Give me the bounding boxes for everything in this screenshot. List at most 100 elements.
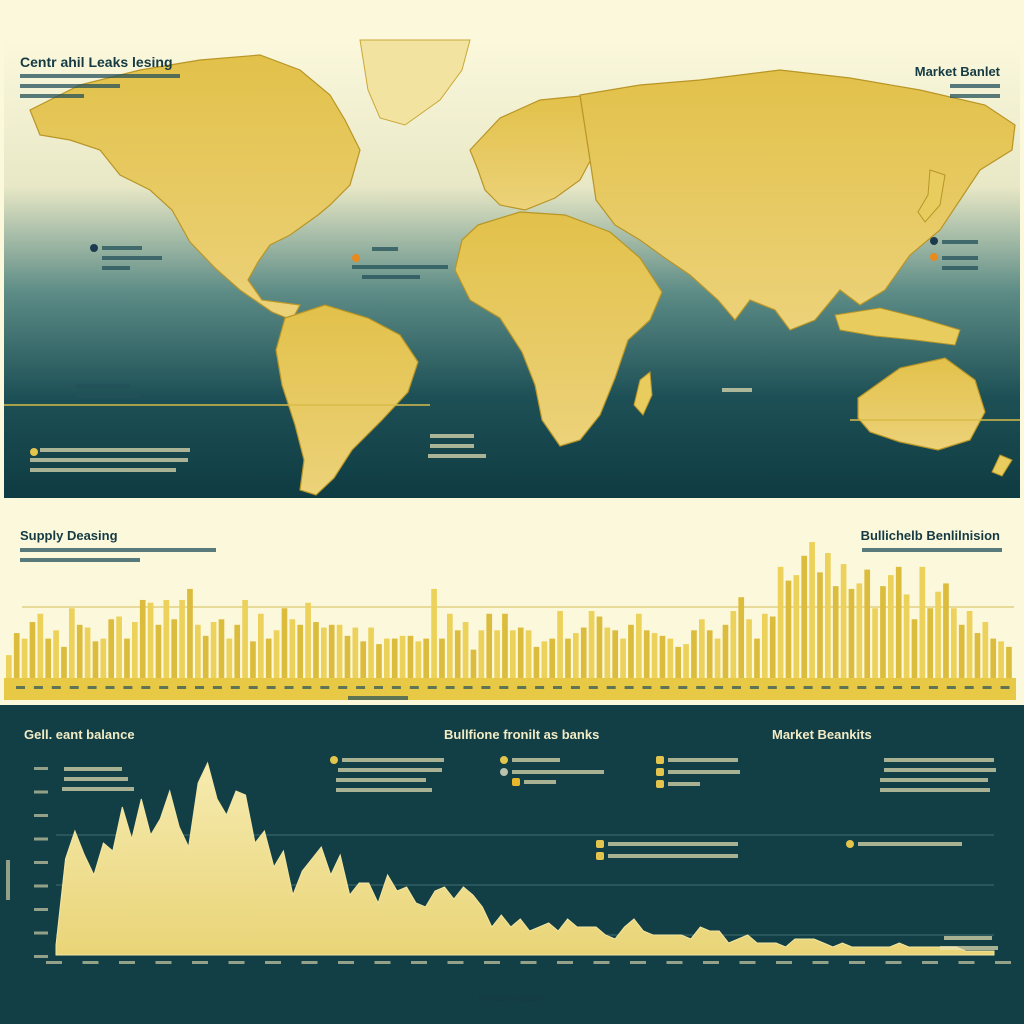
- supply-bar: [510, 630, 516, 680]
- map-marker-label: [102, 256, 162, 260]
- supply-bar: [588, 611, 595, 680]
- bar-tick-label: [141, 686, 151, 689]
- bar-tick-label: [123, 686, 133, 689]
- map-caption-line: [20, 94, 84, 98]
- europe: [469, 95, 601, 211]
- supply-bar: [730, 611, 737, 680]
- supply-bar: [628, 624, 634, 680]
- area-x-tick-label: [630, 961, 646, 964]
- bar-tick-label: [785, 686, 795, 689]
- supply-bar: [769, 616, 776, 680]
- map-marker-label: [362, 275, 420, 279]
- area-annotation-line: [884, 758, 994, 762]
- supply-bar: [344, 635, 351, 680]
- area-y-axis-label: [6, 860, 10, 900]
- legend-dot: [330, 756, 338, 764]
- map-legend-line: [30, 458, 188, 462]
- bar-tick-label: [946, 686, 956, 689]
- supply-bar: [746, 619, 752, 680]
- bar-tick-label: [1000, 686, 1010, 689]
- bar-tick-label: [105, 686, 115, 689]
- bar-tick-label: [356, 686, 366, 689]
- supply-bar: [76, 624, 83, 680]
- supply-bar: [911, 619, 918, 680]
- supply-bar: [817, 572, 823, 680]
- bar-tick-label: [499, 686, 509, 689]
- area-x-tick-label: [484, 961, 500, 964]
- supply-bar: [596, 616, 603, 680]
- supply-bar: [958, 624, 965, 680]
- supply-bar: [840, 564, 847, 680]
- bar-tick-label: [732, 686, 741, 689]
- supply-bar: [132, 622, 138, 680]
- supply-bar: [360, 641, 367, 680]
- bar-tick-label: [857, 686, 867, 689]
- supply-bar: [124, 638, 130, 680]
- supply-bar: [604, 627, 611, 680]
- bar-tick-label: [374, 686, 383, 689]
- supply-bar: [935, 591, 941, 680]
- bar-tick-label: [535, 686, 545, 689]
- bar-tick-label: [33, 686, 43, 689]
- area-x-tick-label: [703, 961, 719, 964]
- map-legend-dot: [30, 448, 38, 456]
- bar-tick-label: [177, 686, 187, 689]
- bar-tick-label: [212, 686, 222, 689]
- map-caption-line: [20, 84, 120, 88]
- bar-tick-label: [714, 686, 724, 689]
- supply-bar: [643, 630, 650, 680]
- supply-bar: [45, 638, 52, 680]
- supply-bar: [297, 624, 304, 680]
- area-x-tick-label: [82, 961, 99, 964]
- supply-bar: [832, 586, 839, 680]
- supply-bar: [195, 624, 201, 680]
- bar-tick-label: [481, 686, 491, 689]
- supply-bar: [384, 638, 390, 680]
- area-annotation-line: [62, 787, 134, 791]
- area-x-tick-label: [374, 961, 391, 964]
- area-title-center: Bullfione fronilt as banks: [444, 727, 600, 742]
- supply-bar: [116, 616, 122, 680]
- legend-square: [656, 768, 664, 776]
- supply-bar: [974, 633, 981, 680]
- area-y-tick-label: [34, 861, 48, 864]
- supply-bar: [517, 627, 524, 680]
- supply-bar: [273, 630, 280, 680]
- area-y-tick-label: [34, 790, 48, 794]
- bar-tick-label: [230, 686, 240, 689]
- bar-tick-label: [69, 686, 79, 689]
- legend-line: [858, 842, 962, 846]
- supply-bar: [864, 569, 871, 680]
- bar-tick-label: [606, 686, 616, 689]
- bar-tick-label: [338, 686, 348, 689]
- map-marker-dot: [930, 253, 938, 261]
- bar-tick-label: [195, 686, 204, 689]
- area-x-tick-label: [338, 961, 354, 964]
- area-annotation-line: [884, 768, 996, 772]
- supply-bar: [636, 613, 642, 680]
- bar-tick-label: [767, 686, 777, 689]
- legend-dot: [500, 768, 508, 776]
- legend-square: [656, 756, 664, 764]
- map-note-line: [76, 394, 140, 398]
- map-title-left: Centr ahil Leaks lesing: [20, 54, 173, 70]
- area-x-tick-label: [776, 961, 792, 964]
- bar-tick-label: [570, 686, 580, 689]
- map-note-line: [722, 388, 752, 392]
- area-x-tick-label: [739, 961, 756, 964]
- legend-line: [608, 842, 738, 846]
- supply-bar: [691, 630, 697, 680]
- legend-square: [596, 852, 604, 860]
- bar-tick-label: [911, 686, 920, 689]
- supply-bar: [289, 619, 296, 680]
- area-x-tick-label: [593, 961, 610, 964]
- supply-bar: [848, 588, 855, 680]
- bar-chart-panel: Supply Deasing Bullichelb Benlilnision: [0, 500, 1024, 705]
- supply-bar: [470, 649, 477, 680]
- map-marker-label: [942, 266, 978, 270]
- map-note-line: [76, 384, 130, 388]
- supply-bar: [84, 627, 91, 680]
- bar-tick-label: [624, 686, 634, 689]
- supply-bar: [29, 622, 36, 680]
- world-map-panel: Centr ahil Leaks lesing Market Banlet: [0, 0, 1024, 500]
